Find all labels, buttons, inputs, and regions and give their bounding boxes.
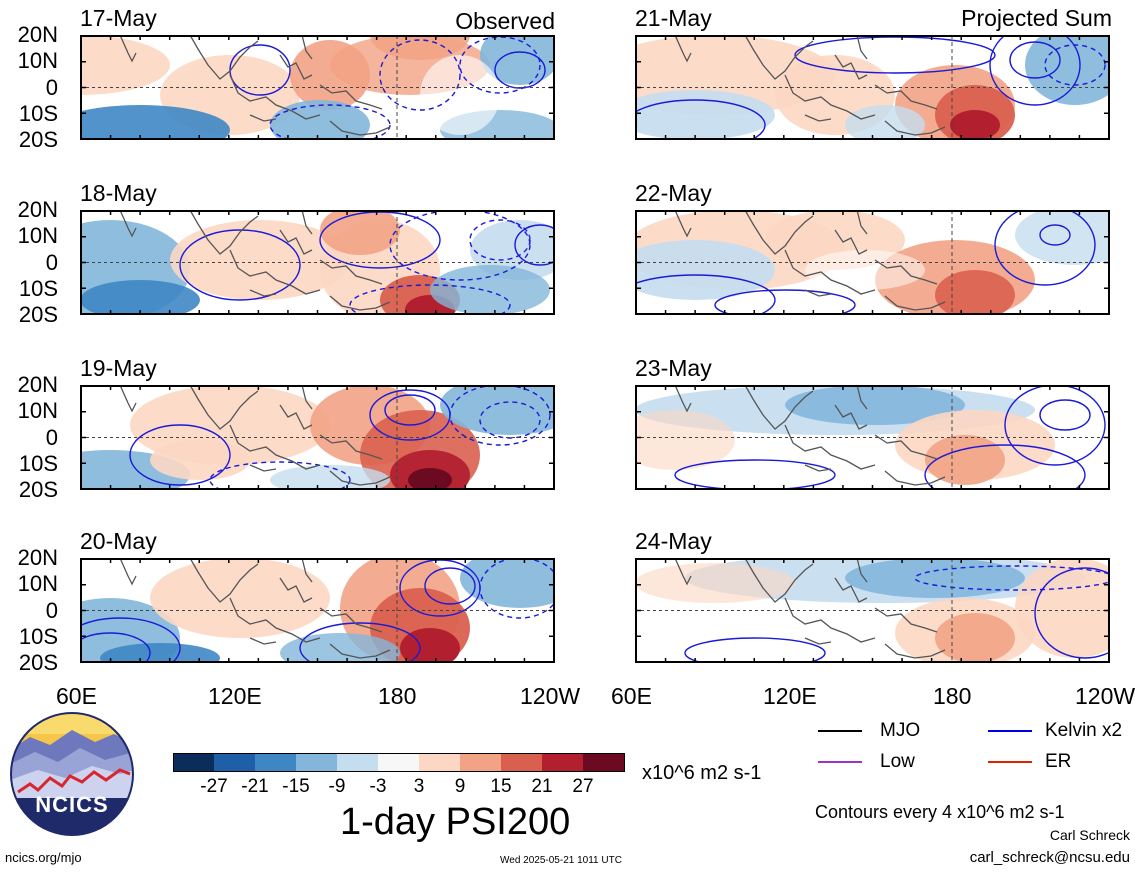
units-label: x10^6 m2 s-1 — [642, 762, 762, 784]
lat-label: 20N — [17, 545, 58, 570]
colorbar-tick-label: -21 — [241, 776, 269, 797]
map-panel-18-may — [80, 210, 555, 315]
map-field — [80, 35, 555, 140]
lon-label-120e: 120E — [763, 683, 817, 709]
map-panel-23-may — [635, 385, 1110, 490]
map-panel-24-may — [635, 558, 1110, 663]
colorbar-swatch — [173, 753, 216, 772]
colorbar-tick-label: -3 — [369, 776, 387, 797]
lon-label-180: 180 — [933, 683, 972, 709]
lat-label: 20S — [18, 477, 58, 502]
map-panel-20-may — [80, 558, 555, 663]
email: carl_schreck@ncsu.edu — [969, 849, 1130, 866]
map-field — [635, 210, 1110, 315]
lat-label: 10S — [18, 100, 58, 126]
lat-label: 10N — [17, 223, 58, 249]
legend-line-low — [818, 761, 862, 763]
map-field — [635, 558, 1110, 663]
legend-label-mjo: MJO — [880, 720, 921, 741]
colorbar-tick-label: 9 — [454, 776, 466, 797]
panel-date: 18-May — [80, 180, 157, 206]
legend-label-er: ER — [1045, 751, 1072, 772]
map-panel-21-may — [635, 35, 1110, 140]
lat-label: 0 — [45, 424, 58, 450]
lat-label: 20S — [18, 127, 58, 152]
panel-date: 20-May — [80, 528, 157, 554]
lat-label: 20N — [17, 197, 58, 222]
legend-label-low: Low — [880, 751, 915, 772]
lat-label: 20N — [17, 372, 58, 397]
lon-label-60e: 60E — [56, 683, 97, 709]
lat-label: 10N — [17, 48, 58, 74]
colorbar-swatch — [255, 753, 297, 772]
legend-label-kelvin: Kelvin x2 — [1045, 720, 1123, 741]
lat-label: 10S — [18, 623, 58, 649]
colorbar-tick-label: -15 — [282, 776, 310, 797]
lon-label-60e: 60E — [611, 683, 652, 709]
colorbar-swatch — [337, 753, 379, 772]
colorbar-swatch — [214, 753, 256, 772]
author: Carl Schreck — [1049, 827, 1130, 843]
lat-label: 0 — [45, 597, 58, 623]
projected-sum-label: Projected Sum — [961, 5, 1112, 31]
colorbar-tick-label: 21 — [531, 776, 553, 797]
colorbar-swatch — [542, 753, 584, 772]
lat-label: 0 — [45, 74, 58, 100]
lat-label: 0 — [45, 249, 58, 275]
colorbar-tick-label: -9 — [328, 776, 346, 797]
logo-text: NCICS — [35, 792, 109, 817]
legend-line-mjo — [818, 730, 862, 732]
panel-date: 22-May — [635, 180, 712, 206]
lon-label-120w: 120W — [1075, 685, 1135, 708]
colorbar-tick-label: 27 — [572, 776, 594, 797]
lon-label-180: 180 — [378, 683, 417, 709]
ncics-logo: NCICS — [10, 712, 134, 836]
legend-line-er — [988, 761, 1032, 763]
panel-date: 17-May — [80, 5, 157, 31]
source-url[interactable]: ncics.org/mjo — [5, 850, 82, 865]
legend-line-kelvin — [988, 730, 1032, 732]
timestamp: Wed 2025-05-21 1011 UTC — [500, 855, 622, 866]
panel-date: 23-May — [635, 355, 712, 381]
map-field — [635, 35, 1110, 140]
colorbar-swatch — [378, 753, 420, 772]
colorbar-swatch — [501, 753, 543, 772]
map-panel-19-may — [80, 385, 555, 490]
colorbar-swatch — [460, 753, 502, 772]
colorbar-tick-label: 3 — [413, 776, 425, 797]
colorbar-swatch — [296, 753, 338, 772]
map-field — [80, 385, 555, 490]
lat-label: 20S — [18, 650, 58, 675]
lat-label: 20S — [18, 302, 58, 327]
lon-label-120e: 120E — [208, 683, 262, 709]
contour-note: Contours every 4 x10^6 m2 s-1 — [815, 802, 1065, 822]
lat-label: 10N — [17, 571, 58, 597]
colorbar-tick-label: 15 — [490, 776, 512, 797]
chart-title: 1-day PSI200 — [340, 801, 571, 843]
panel-date: 24-May — [635, 528, 712, 554]
observed-label: Observed — [455, 8, 555, 34]
map-field — [80, 558, 555, 663]
map-field — [635, 385, 1110, 490]
panel-date: 21-May — [635, 5, 712, 31]
lat-label: 10S — [18, 450, 58, 476]
map-panel-22-may — [635, 210, 1110, 315]
map-field — [80, 210, 555, 315]
lat-label: 10S — [18, 275, 58, 301]
colorbar-tick-label: -27 — [200, 776, 228, 797]
panel-date: 19-May — [80, 355, 157, 381]
colorbar-swatch — [419, 753, 461, 772]
lat-label: 10N — [17, 398, 58, 424]
lat-label: 20N — [17, 22, 58, 47]
lon-label-120w: 120W — [520, 683, 581, 709]
colorbar-swatch — [583, 753, 625, 772]
map-panel-17-may — [80, 35, 555, 140]
